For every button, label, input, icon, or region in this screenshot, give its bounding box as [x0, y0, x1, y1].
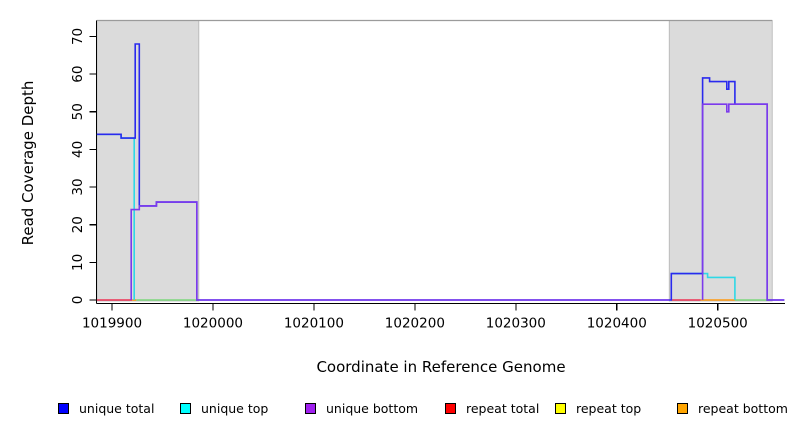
legend-label: unique top	[201, 400, 269, 416]
series-unique-bottom	[701, 103, 785, 301]
x-tick-label: 1020500	[688, 316, 748, 332]
legend-swatch-icon	[305, 402, 316, 414]
legend-label: unique total	[79, 400, 155, 416]
y-axis-title: Read Coverage Depth	[19, 80, 37, 246]
legend-swatch-icon	[445, 402, 456, 414]
repeat-region-left	[96, 20, 200, 302]
x-tick-label: 1019900	[82, 316, 142, 332]
y-tick-label: 60	[70, 66, 86, 83]
legend-swatch-icon	[58, 402, 69, 414]
legend-swatch-icon	[180, 402, 191, 414]
series-unique-total	[96, 43, 785, 301]
y-tick-label: 70	[70, 28, 86, 45]
legend-label: repeat total	[466, 400, 540, 416]
y-tick-label: 30	[70, 178, 86, 195]
series-unique-bottom	[130, 201, 670, 301]
x-axis-title: Coordinate in Reference Genome	[316, 358, 566, 376]
legend-swatch-icon	[677, 402, 688, 414]
chart-legend: unique total unique top unique bottom repea…	[0, 398, 792, 424]
y-tick-label: 0	[70, 296, 86, 305]
legend-swatch-icon	[555, 402, 566, 414]
coverage-chart: 0 10 20 30 40 50 60 70 1019900 1020000 1020100 1020…	[70, 19, 785, 332]
x-tick-label: 1020400	[587, 316, 647, 332]
y-tick-label: 50	[70, 103, 86, 120]
y-tick-label: 10	[70, 254, 86, 271]
x-tick-label: 1020300	[486, 316, 546, 332]
x-tick-label: 1020200	[385, 316, 445, 332]
x-tick-label: 1020000	[183, 316, 243, 332]
legend-item-repeat-top: repeat top	[555, 398, 641, 418]
legend-item-unique-total: unique total	[58, 398, 154, 418]
y-tick-label: 40	[70, 141, 86, 158]
legend-label: repeat top	[576, 400, 642, 416]
legend-label: unique bottom	[326, 400, 419, 416]
legend-item-unique-bottom: unique bottom	[305, 398, 418, 418]
y-tick-label: 20	[70, 216, 86, 233]
legend-item-repeat-bottom: repeat bottom	[677, 398, 788, 418]
legend-label: repeat bottom	[698, 400, 788, 416]
legend-item-unique-top: unique top	[180, 398, 268, 418]
legend-item-repeat-total: repeat total	[445, 398, 539, 418]
x-tick-label: 1020100	[284, 316, 344, 332]
repeat-region-right	[668, 20, 773, 302]
